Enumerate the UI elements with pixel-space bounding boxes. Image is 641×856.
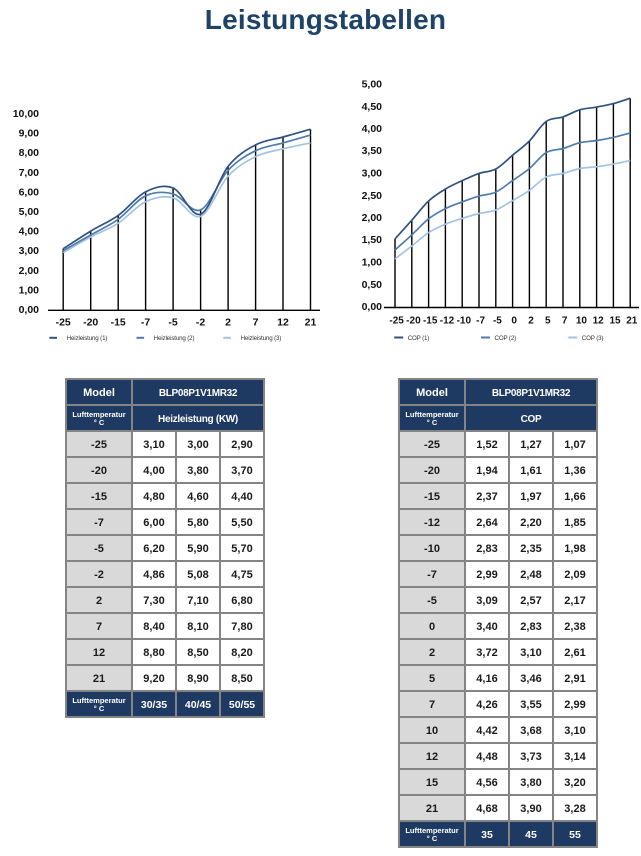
svg-text:2,00: 2,00 — [19, 265, 40, 277]
svg-text:2,00: 2,00 — [362, 212, 383, 224]
svg-text:10,00: 10,00 — [13, 108, 39, 120]
svg-text:Heizleistung (3): Heizleistung (3) — [241, 335, 282, 342]
svg-text:1,00: 1,00 — [19, 284, 40, 296]
svg-text:COP (3): COP (3) — [582, 335, 604, 342]
svg-text:3,00: 3,00 — [362, 168, 383, 180]
svg-text:-5: -5 — [168, 317, 177, 329]
svg-text:-25: -25 — [389, 316, 404, 327]
svg-text:-10: -10 — [457, 316, 472, 327]
svg-text:7: 7 — [562, 316, 568, 327]
svg-text:6,00: 6,00 — [19, 186, 40, 198]
svg-text:-7: -7 — [141, 317, 150, 329]
svg-text:21: 21 — [626, 316, 638, 327]
svg-text:-2: -2 — [196, 317, 205, 329]
svg-text:5,00: 5,00 — [19, 206, 40, 218]
svg-text:-15: -15 — [111, 317, 126, 329]
svg-text:10: 10 — [576, 316, 588, 327]
svg-text:0,00: 0,00 — [19, 304, 40, 316]
svg-text:15: 15 — [609, 316, 621, 327]
svg-text:2,50: 2,50 — [362, 190, 383, 202]
svg-text:1,00: 1,00 — [362, 257, 383, 269]
svg-text:1,50: 1,50 — [362, 234, 383, 246]
svg-text:7,00: 7,00 — [19, 167, 40, 179]
svg-text:21: 21 — [305, 317, 317, 329]
svg-text:Heizleistung (1): Heizleistung (1) — [67, 335, 108, 342]
svg-text:COP (1): COP (1) — [408, 335, 430, 342]
svg-text:12: 12 — [593, 316, 605, 327]
svg-text:0,00: 0,00 — [362, 301, 383, 313]
svg-text:4,00: 4,00 — [362, 123, 383, 135]
svg-text:5,00: 5,00 — [362, 79, 383, 91]
svg-text:COP (2): COP (2) — [495, 335, 517, 342]
svg-text:2: 2 — [528, 316, 534, 327]
svg-text:0: 0 — [511, 316, 517, 327]
svg-text:4,00: 4,00 — [19, 226, 40, 238]
svg-text:-20: -20 — [406, 316, 421, 327]
svg-text:3,50: 3,50 — [362, 145, 383, 157]
svg-text:4,50: 4,50 — [362, 101, 383, 113]
svg-text:Heizleistung (2): Heizleistung (2) — [154, 335, 195, 342]
svg-text:-12: -12 — [440, 316, 455, 327]
svg-text:-25: -25 — [56, 317, 71, 329]
svg-text:-15: -15 — [423, 316, 438, 327]
svg-text:9,00: 9,00 — [19, 128, 40, 140]
svg-text:8,00: 8,00 — [19, 147, 40, 159]
svg-text:0,50: 0,50 — [362, 279, 383, 291]
svg-text:-20: -20 — [83, 317, 98, 329]
svg-text:-5: -5 — [493, 316, 502, 327]
svg-text:-7: -7 — [476, 316, 485, 327]
svg-text:5: 5 — [545, 316, 551, 327]
svg-text:3,00: 3,00 — [19, 245, 40, 257]
svg-text:2: 2 — [225, 317, 231, 329]
svg-text:7: 7 — [253, 317, 259, 329]
svg-text:12: 12 — [277, 317, 289, 329]
